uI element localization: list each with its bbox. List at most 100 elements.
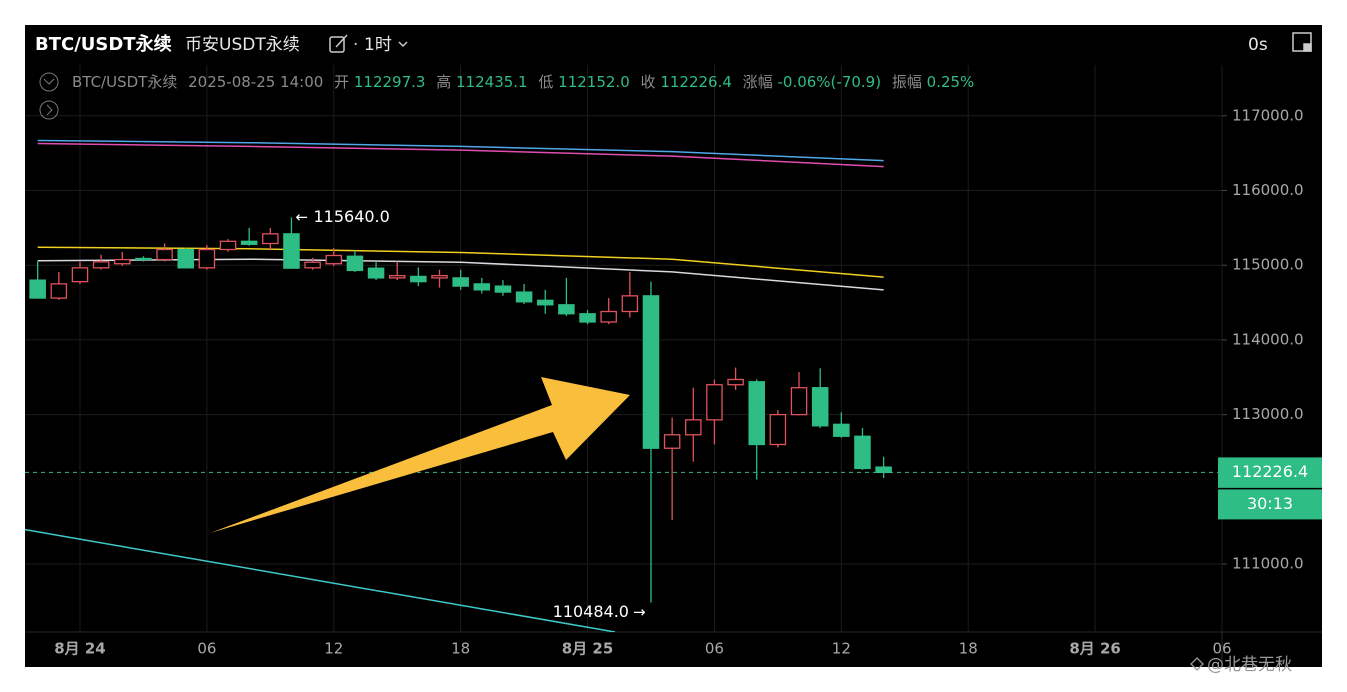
- y-tick-label: 113000.0: [1232, 405, 1304, 423]
- candle-body: [769, 413, 787, 446]
- countdown-box: [1218, 489, 1322, 520]
- ohlc-info: BTC/USDT永续 2025-08-25 14:00 开 112297.3 高…: [72, 73, 974, 91]
- edit-icon[interactable]: [329, 34, 348, 53]
- candle-body: [473, 283, 491, 291]
- grid: [25, 65, 1223, 632]
- candle-body: [431, 275, 448, 279]
- candle-body: [811, 387, 829, 427]
- candle-body: [536, 299, 554, 306]
- watermark: @北巷无秋: [1207, 655, 1292, 675]
- high-arrow: ←: [295, 208, 308, 226]
- annotation-arrow: [210, 377, 630, 533]
- x-tick-label: 18: [959, 640, 978, 658]
- candle-body: [706, 384, 723, 421]
- candle-body: [177, 248, 194, 269]
- candle-body: [515, 291, 533, 303]
- x-tick-label: 18: [451, 640, 470, 658]
- candle-body: [410, 275, 427, 283]
- candle-body: [833, 423, 850, 437]
- candle-body: [388, 275, 406, 279]
- labels: 111000.0 113000.0 114000.0 115000.0 116000.0…: [54, 106, 1322, 658]
- collapse-chevron: [43, 78, 55, 85]
- candle-body: [262, 233, 279, 245]
- info-label: 涨幅: [743, 73, 773, 91]
- candle-body: [748, 381, 765, 446]
- info-value: 112435.1: [456, 73, 528, 91]
- candle-body: [494, 285, 512, 293]
- last-price-label: 112226.4: [1232, 462, 1308, 481]
- info-value: -0.06%(-70.9): [777, 73, 881, 91]
- y-tick-label: 116000.0: [1232, 181, 1304, 199]
- info-value: 0.25%: [927, 73, 975, 91]
- interval-chevron[interactable]: [398, 41, 408, 48]
- x-tick-label: 06: [705, 640, 724, 658]
- info-time: 2025-08-25 14:00: [188, 73, 323, 91]
- candle-body: [642, 295, 660, 449]
- overlay-line: [25, 528, 616, 632]
- candle-body: [198, 248, 216, 269]
- candle-body: [92, 261, 110, 269]
- expand-icon[interactable]: [39, 100, 59, 120]
- y-tick-label: 114000.0: [1232, 330, 1304, 348]
- info-label: 振幅: [892, 73, 922, 91]
- candle-body: [790, 387, 808, 416]
- info-value: 112226.4: [660, 73, 732, 91]
- candles: [29, 217, 892, 603]
- x-tick-label: 8月 24: [54, 640, 106, 658]
- candle-body: [685, 419, 702, 436]
- collapse-icon[interactable]: [39, 72, 59, 92]
- x-tick-label: 8月 26: [1069, 640, 1121, 658]
- candle-body: [727, 378, 744, 386]
- overlay-line: [37, 139, 884, 162]
- candle-body: [135, 257, 152, 261]
- overlay-line: [37, 246, 884, 278]
- candle-body: [452, 277, 469, 287]
- countdown: 30:13: [1247, 494, 1293, 513]
- info-label: 低: [538, 73, 553, 91]
- low-annotation: 110484.0: [553, 602, 629, 621]
- overlay-line: [37, 142, 884, 168]
- y-tick-label: 115000.0: [1232, 256, 1304, 274]
- x-tick-label: 12: [832, 640, 851, 658]
- candle-body: [621, 295, 639, 313]
- candle-body: [114, 258, 131, 265]
- candle-body: [304, 261, 321, 269]
- candle-body: [240, 240, 258, 245]
- interval[interactable]: 1时: [364, 35, 392, 55]
- candle-body: [875, 466, 892, 474]
- info-label: 开: [334, 73, 349, 91]
- exchange: 币安USDT永续: [185, 35, 300, 55]
- refresh[interactable]: 0s: [1248, 35, 1268, 55]
- candle-body: [579, 313, 596, 323]
- separator-dot: ·: [353, 35, 358, 55]
- candle-body: [219, 240, 237, 251]
- candle-body: [854, 435, 871, 470]
- fullscreen-icon[interactable]: [1292, 32, 1312, 52]
- last-price-box: [1218, 457, 1322, 489]
- candle-body: [325, 254, 343, 265]
- symbol-title[interactable]: BTC/USDT永续: [35, 33, 172, 55]
- candle-body: [346, 255, 364, 272]
- candle-body: [71, 267, 89, 283]
- candle-body: [663, 434, 681, 449]
- y-tick-label: 117000.0: [1232, 106, 1304, 124]
- candle-body: [29, 279, 46, 299]
- expand-chevron: [46, 104, 53, 116]
- info-label: 高: [436, 73, 451, 91]
- panel: [25, 25, 1322, 667]
- candle-body: [558, 304, 575, 315]
- x-tick-label: 12: [324, 640, 343, 658]
- y-tick-label: 111000.0: [1232, 555, 1304, 573]
- candle-body: [283, 233, 300, 269]
- info-symbol: BTC/USDT永续: [72, 73, 177, 91]
- watermark-icon: [1190, 657, 1204, 671]
- x-tick-label: 06: [1212, 640, 1231, 658]
- candle-body: [367, 267, 385, 279]
- x-tick-label: 8月 25: [562, 640, 614, 658]
- high-annotation: 115640.0: [313, 207, 389, 226]
- x-tick-label: 06: [197, 640, 216, 658]
- low-arrow: →: [633, 603, 646, 621]
- candle-body: [50, 283, 68, 299]
